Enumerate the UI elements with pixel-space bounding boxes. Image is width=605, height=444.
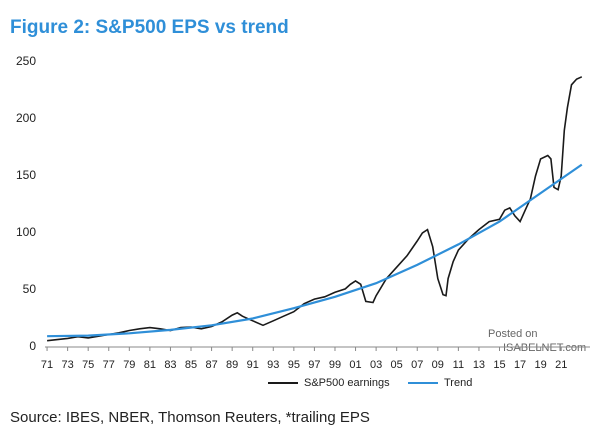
x-tick-label: 19 (535, 359, 547, 371)
x-tick-label: 95 (288, 359, 300, 371)
x-tick-label: 13 (473, 359, 485, 371)
x-tick-label: 87 (205, 359, 217, 371)
x-tick-label: 03 (370, 359, 382, 371)
x-tick-label: 01 (349, 359, 361, 371)
x-tick-label: 21 (555, 359, 567, 371)
source: Source: IBES, NBER, Thomson Reuters, *tr… (10, 409, 370, 426)
y-tick-label: 0 (29, 339, 36, 353)
chart-title: Figure 2: S&P500 EPS vs trend (10, 17, 289, 38)
y-tick-label: 200 (16, 111, 36, 125)
x-tick-label: 73 (61, 359, 73, 371)
x-tick-label: 91 (247, 359, 259, 371)
x-tick-label: 17 (514, 359, 526, 371)
x-tick-label: 05 (391, 359, 403, 371)
y-tick-label: 50 (23, 282, 37, 296)
x-tick-label: 93 (267, 359, 279, 371)
x-tick-label: 99 (329, 359, 341, 371)
series-line (47, 163, 583, 338)
x-tick-label: 77 (103, 359, 115, 371)
x-tick-label: 85 (185, 359, 197, 371)
x-tick-label: 71 (41, 359, 53, 371)
x-tick-label: 89 (226, 359, 238, 371)
legend-label: Trend (444, 377, 472, 389)
x-tick-label: 81 (144, 359, 156, 371)
x-tick-label: 15 (493, 359, 505, 371)
legend-label: S&P500 earnings (304, 377, 390, 389)
x-tick-label: 97 (308, 359, 320, 371)
y-tick-label: 250 (16, 54, 36, 68)
x-tick-label: 09 (432, 359, 444, 371)
y-tick-label: 100 (16, 225, 36, 239)
x-tick-label: 79 (123, 359, 135, 371)
x-tick-label: 07 (411, 359, 423, 371)
x-tick-label: 11 (453, 359, 464, 371)
watermark: Posted on (488, 328, 538, 340)
x-tick-label: 83 (164, 359, 176, 371)
series-line (47, 76, 583, 342)
y-tick-label: 150 (16, 168, 36, 182)
watermark: ISABELNET.com (503, 342, 586, 354)
x-tick-label: 75 (82, 359, 94, 371)
